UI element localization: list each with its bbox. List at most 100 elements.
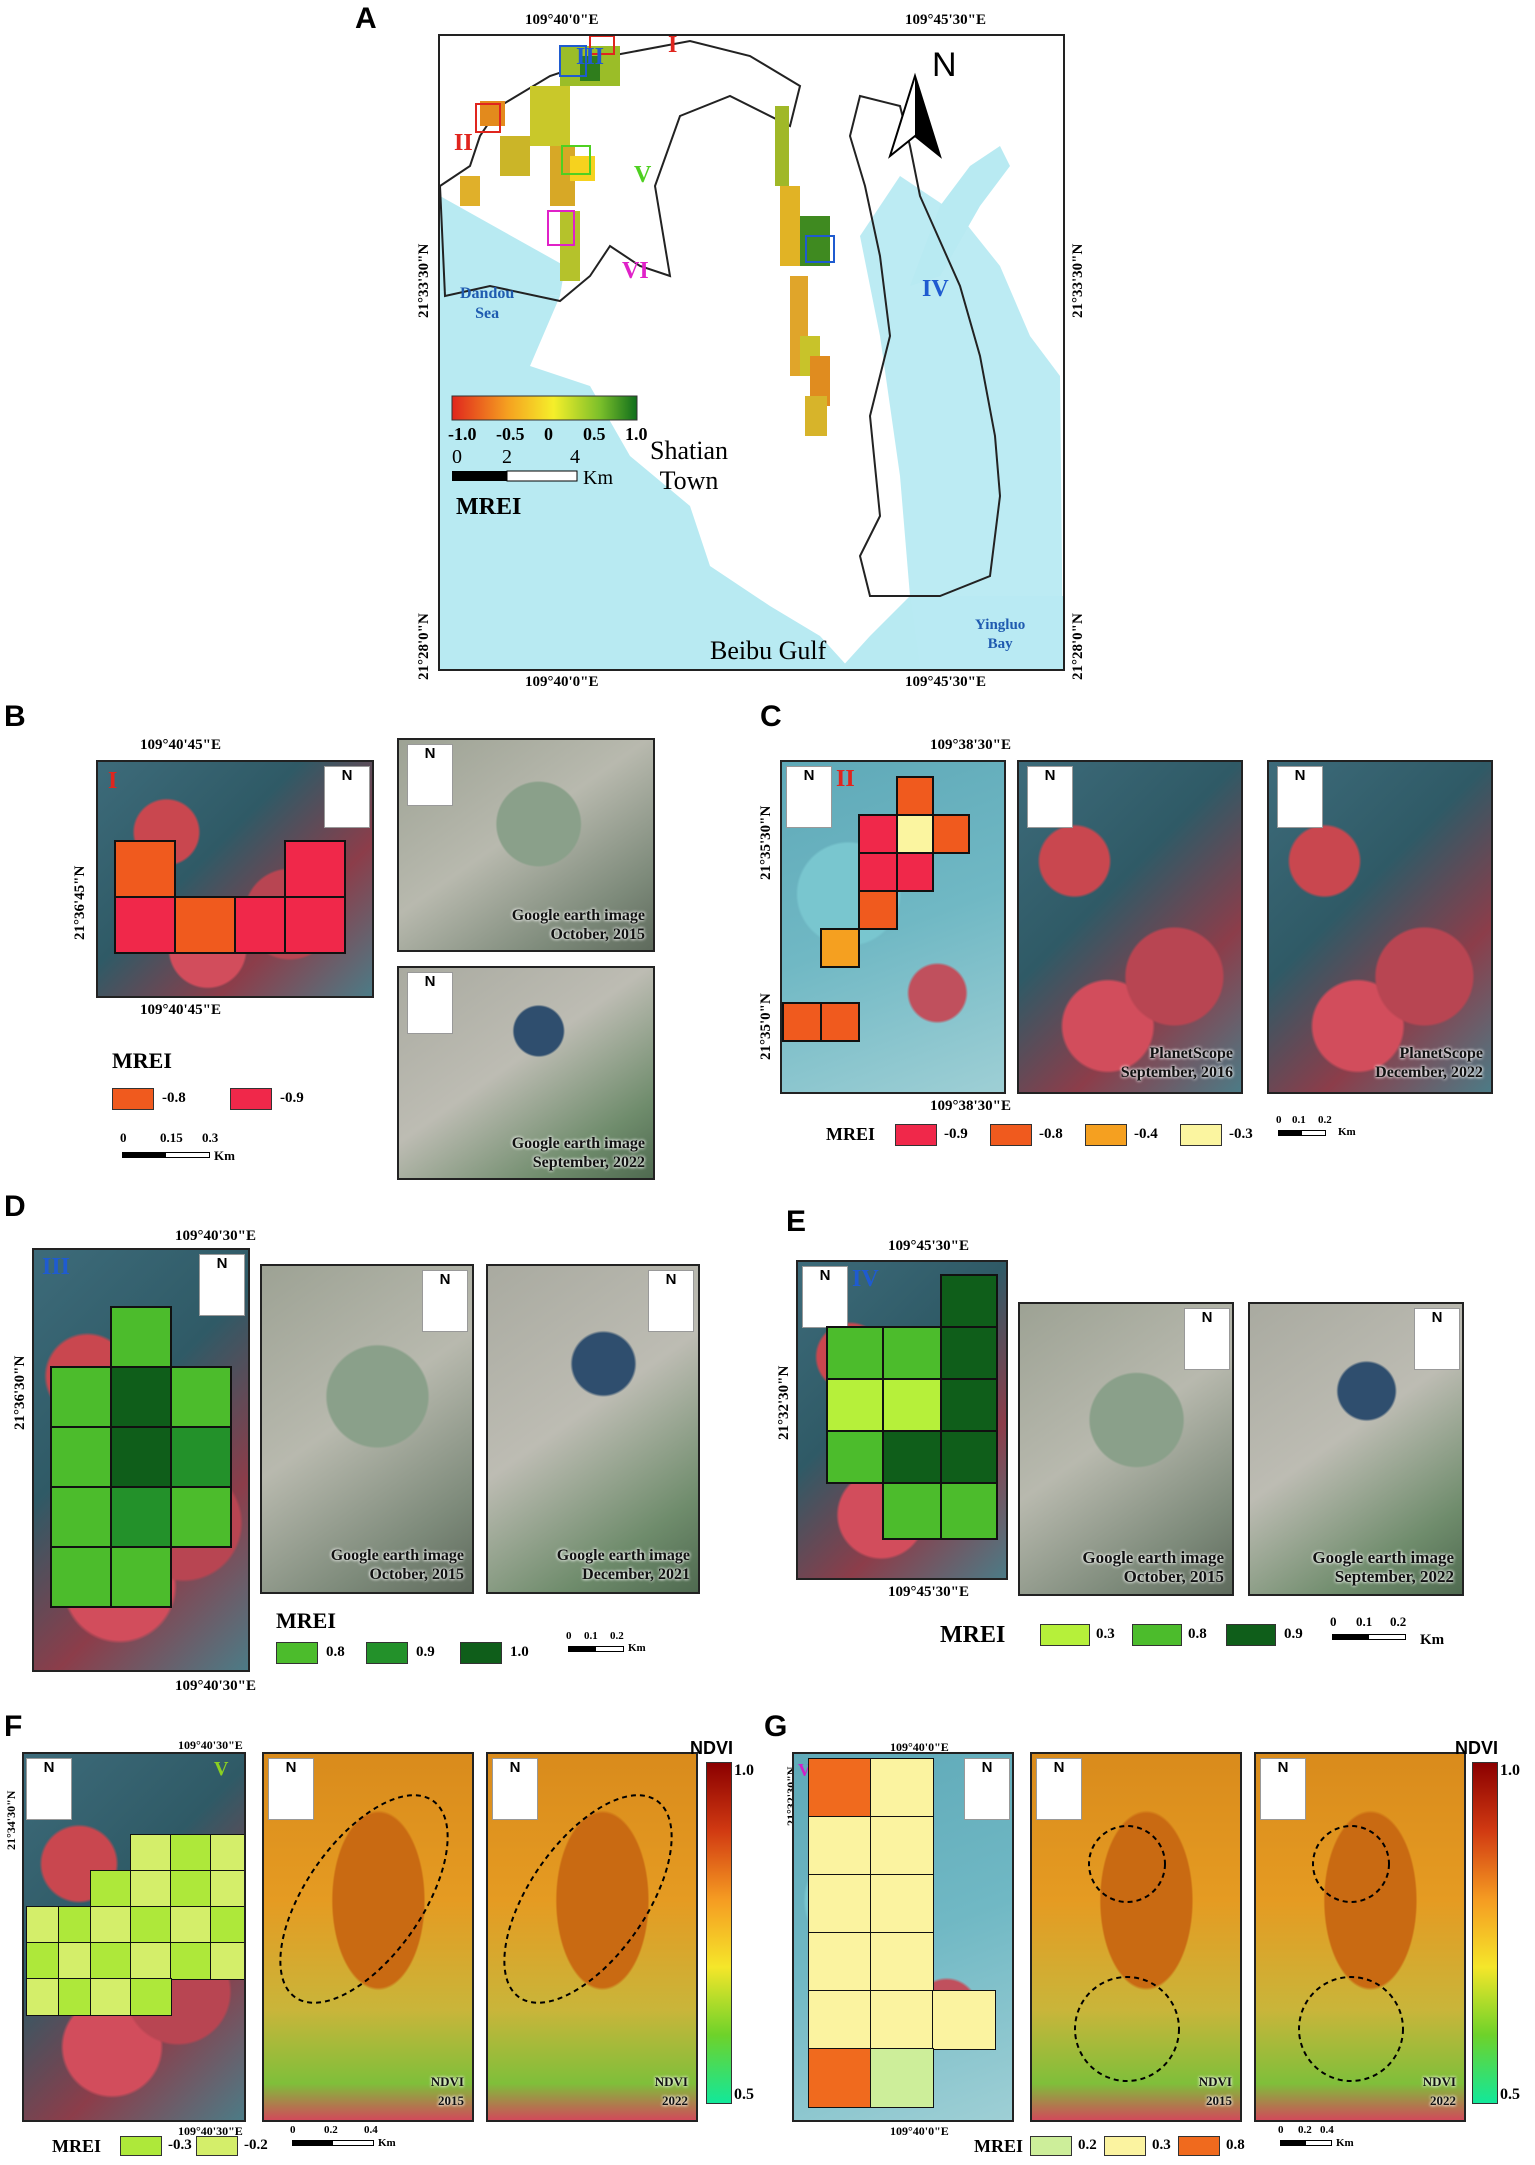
panel-c-coord-top: 109°38'30"E xyxy=(930,737,1011,753)
panel-c-coord-left-1: 21°35'30"N xyxy=(758,805,774,880)
legend-label: 0.3 xyxy=(1152,2137,1171,2153)
coord-top-2: 109°45'30"E xyxy=(905,12,986,28)
north-arrow-icon: N xyxy=(1027,766,1073,828)
mrei-cell xyxy=(940,1378,998,1432)
roman-iii: III xyxy=(576,44,605,70)
scale-tick: 0.2 xyxy=(1390,1614,1407,1629)
mangrove-east xyxy=(775,106,830,436)
mrei-cell xyxy=(50,1486,112,1548)
legend-label: -0.9 xyxy=(944,1126,968,1142)
panel-g-coord-bottom: 109°40'0"E xyxy=(890,2124,949,2138)
legend-swatch xyxy=(112,1088,154,1110)
legend-label: 0.8 xyxy=(326,1644,345,1660)
mrei-cell xyxy=(808,1816,872,1876)
mrei-cell xyxy=(110,1366,172,1428)
panel-d-caption-1: Google earth image October, 2015 xyxy=(330,1547,464,1583)
mrei-cell xyxy=(50,1366,112,1428)
legend-label: 0.8 xyxy=(1226,2137,1245,2153)
legend-swatch xyxy=(1040,1624,1090,1646)
legend-label: -0.3 xyxy=(1229,1126,1253,1142)
mrei-cell xyxy=(170,1366,232,1428)
scale-bar xyxy=(1278,1130,1326,1136)
mrei-cell xyxy=(110,1546,172,1608)
north-arrow-icon: N xyxy=(26,1758,72,1820)
panel-b-roman: I xyxy=(108,768,118,794)
mrei-cell xyxy=(870,1758,934,1818)
box-region-vi xyxy=(547,210,575,246)
overview-map-svg xyxy=(440,36,1063,669)
legend-label: 0.3 xyxy=(1096,1626,1115,1642)
panel-b-coord-top: 109°40'45"E xyxy=(140,737,221,753)
mrei-cell xyxy=(210,1870,244,1908)
panel-f-ndvi-2015: N NDVI 2015 xyxy=(262,1752,474,2122)
legend-label: -0.8 xyxy=(162,1090,186,1106)
coord-left-1: 21°33'30"N xyxy=(416,243,432,318)
scale-tick: 0.2 xyxy=(1318,1114,1332,1126)
ndvi-highlight-circles xyxy=(1074,1825,1180,2082)
panel-g-ndvi-caption-2: NDVI 2022 xyxy=(1422,2074,1456,2108)
scale-tick: 0.1 xyxy=(1292,1114,1306,1126)
mrei-cell xyxy=(870,1932,934,1992)
legend-swatch xyxy=(1104,2136,1146,2156)
panel-e-coord-top: 109°45'30"E xyxy=(888,1238,969,1254)
panel-d-legend-title: MREI xyxy=(276,1608,336,1633)
mrei-cell xyxy=(858,890,898,930)
ndvi-max: 1.0 xyxy=(1500,1762,1520,1779)
mrei-cell xyxy=(170,1486,232,1548)
panel-b-caption-1: Google earth image October, 2015 xyxy=(511,907,645,943)
panel-e-caption-1: Google earth image October, 2015 xyxy=(1082,1548,1224,1586)
box-region-iii xyxy=(559,45,587,77)
mrei-cell xyxy=(130,1870,172,1908)
mrei-cell xyxy=(90,1942,132,1980)
panel-c-legend-title: MREI xyxy=(826,1124,875,1144)
label-dandou-sea: Dandou Sea xyxy=(460,285,515,322)
box-region-ii xyxy=(475,103,501,133)
scale-unit: Km xyxy=(628,1642,646,1654)
mrei-cell xyxy=(870,1874,934,1934)
coord-top-1: 109°40'0"E xyxy=(525,12,599,28)
mrei-cell xyxy=(284,896,346,954)
box-region-iv xyxy=(805,235,835,263)
mrei-cell xyxy=(808,1990,872,2050)
mrei-legend-title: MREI xyxy=(456,494,522,520)
north-arrow-icon: N xyxy=(1036,1758,1082,1820)
panel-f-ndvi-caption-2: NDVI 2022 xyxy=(654,2074,688,2108)
north-arrow-icon: N xyxy=(802,1266,848,1328)
ndvi-title: NDVI xyxy=(1455,1738,1499,1758)
mrei-cell xyxy=(808,1874,872,1934)
panel-f-legend-title: MREI xyxy=(52,2136,101,2156)
panel-c-image-1: N PlanetScope September, 2016 xyxy=(1017,760,1243,1094)
north-arrow-icon xyxy=(888,72,942,159)
legend-label: -0.8 xyxy=(1039,1126,1063,1142)
scale-bar xyxy=(122,1152,210,1158)
panel-d-coord-top: 109°40'30"E xyxy=(175,1228,256,1244)
scale-bar xyxy=(1280,2140,1332,2146)
scale-tick: 0.1 xyxy=(584,1630,598,1642)
scale-tick: 0.4 xyxy=(1320,2124,1334,2136)
mrei-cell xyxy=(940,1274,998,1328)
north-arrow-icon: N xyxy=(1260,1758,1306,1820)
panel-g-ndvi-caption-1: NDVI 2015 xyxy=(1198,2074,1232,2108)
scale-bar-white xyxy=(506,470,578,482)
roman-i: I xyxy=(668,34,678,58)
scale-tick: 0.1 xyxy=(1356,1614,1373,1629)
mrei-cell xyxy=(932,814,970,854)
mrei-tick-2: -0.5 xyxy=(496,424,525,444)
panel-e-coord-bottom: 109°45'30"E xyxy=(888,1584,969,1600)
legend-label: -0.9 xyxy=(280,1090,304,1106)
north-arrow-icon: N xyxy=(199,1254,245,1316)
panel-c-roman: II xyxy=(836,766,855,792)
panel-f-coord-left: 21°34'30"N xyxy=(4,1790,18,1850)
panel-b-label: B xyxy=(4,700,26,733)
scale-unit: Km xyxy=(378,2137,396,2149)
roman-iv: IV xyxy=(922,276,949,302)
ndvi-min: 0.5 xyxy=(734,2086,754,2103)
mrei-tick-1: -1.0 xyxy=(448,424,477,444)
legend-label: 0.8 xyxy=(1188,1626,1207,1642)
coord-right-1: 21°33'30"N xyxy=(1070,243,1086,318)
north-arrow-icon: N xyxy=(1414,1308,1460,1370)
panel-g-mrei-map: VI N xyxy=(792,1752,1014,2122)
panel-e-mrei-map: N IV xyxy=(796,1260,1008,1580)
scale-tick: 0 xyxy=(290,2124,296,2136)
mrei-cell xyxy=(826,1430,884,1484)
